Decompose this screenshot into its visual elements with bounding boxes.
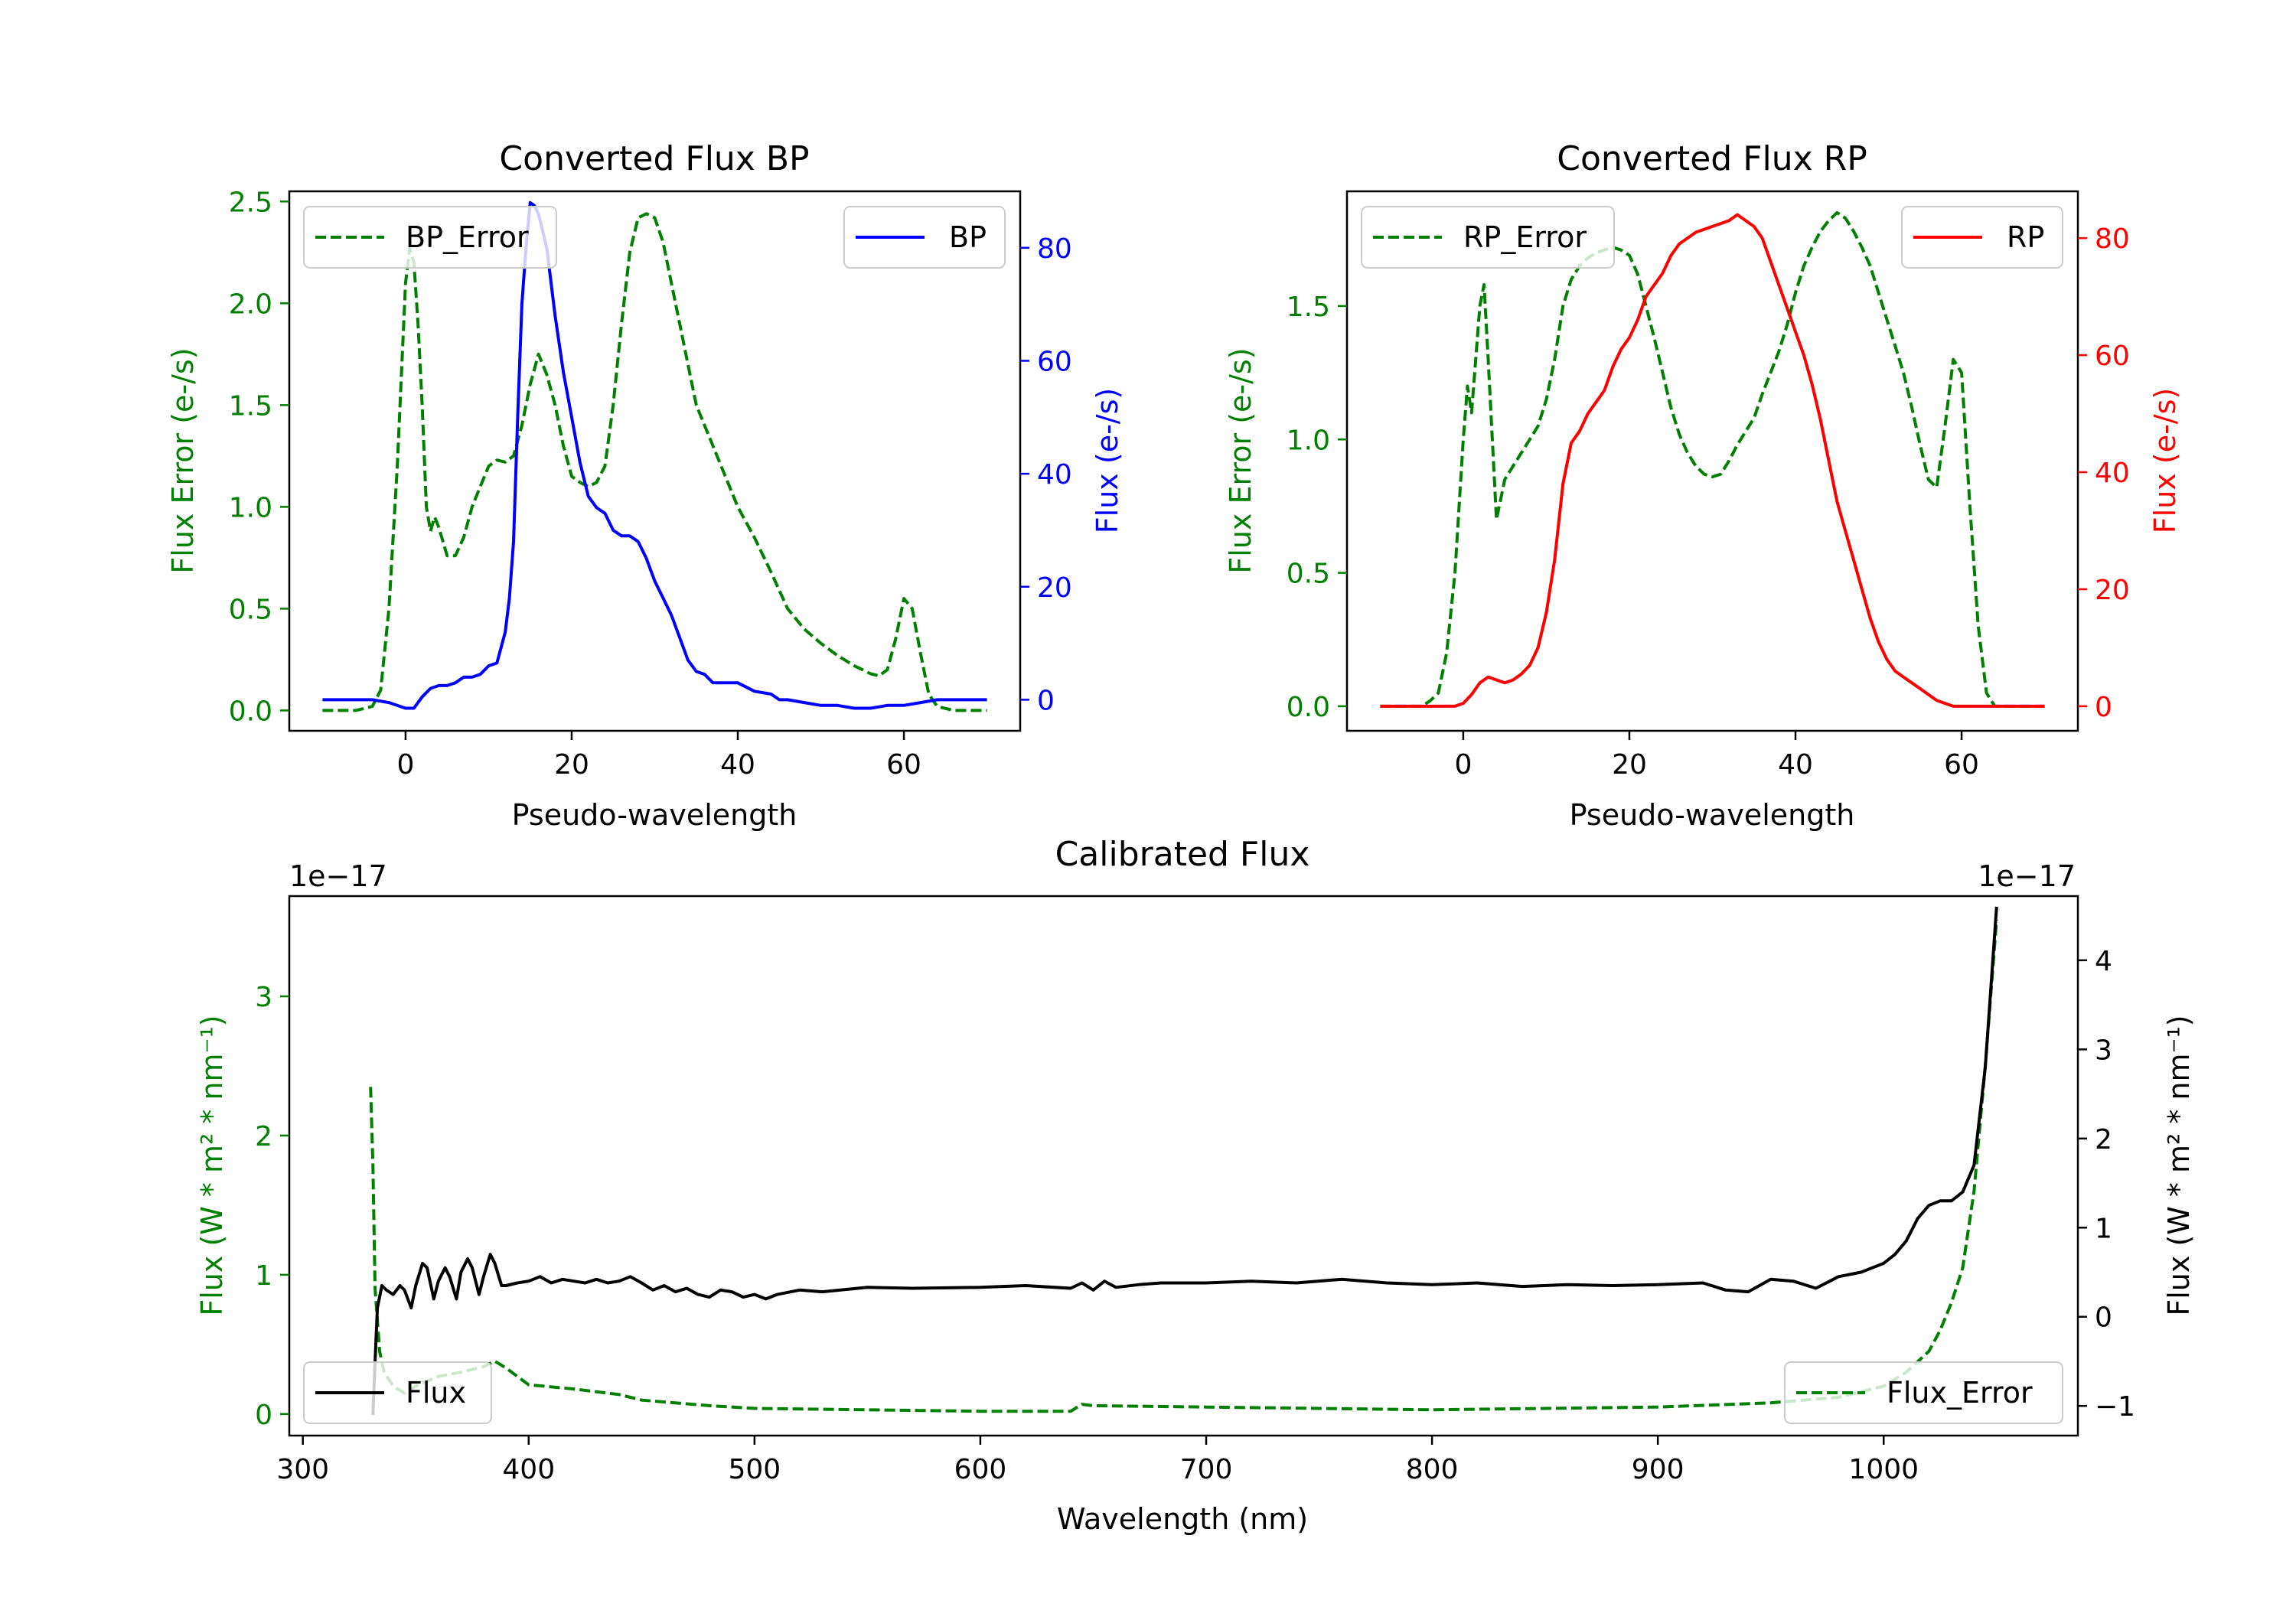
rp-axes-frame <box>1345 190 2079 732</box>
calibrated-left-y-axis-label: Flux (W * m² * nm⁻¹) <box>195 1015 229 1315</box>
bp-x-tick-label: 60 <box>886 749 921 781</box>
bp-right-y-tick-label: 20 <box>1037 572 1072 604</box>
calibrated-right-offset: 1e−17 <box>1978 859 2076 893</box>
rp-legend-flux: RP <box>1901 206 2063 269</box>
calibrated-title: Calibrated Flux <box>1055 835 1310 874</box>
rp-left-y-tick-label: 0.5 <box>1287 559 1330 590</box>
bp-left-y-tick-label: 2.5 <box>229 187 272 218</box>
calibrated-right-y-tick-label: 0 <box>2095 1302 2112 1334</box>
bp-x-tick-label: 20 <box>554 749 589 781</box>
calibrated-left-y-tick-label: 2 <box>255 1121 272 1152</box>
rp-right-y-tick-label: 0 <box>2095 692 2112 723</box>
bp-right-y-tick-label: 80 <box>1037 233 1072 265</box>
calibrated-left-y-tick-label: 3 <box>255 982 272 1013</box>
calibrated-legend-flux: Flux <box>303 1361 492 1424</box>
rp-x-tick-label: 40 <box>1778 749 1813 781</box>
bp-panel: Converted Flux BP 0 20 40 60 0.0 0.5 1.0 1.5 2.… <box>166 139 1124 832</box>
bp-left-y-tick-label: 1.0 <box>229 492 272 523</box>
bp-left-y-axis-label: Flux Error (e-/s) <box>166 347 200 573</box>
calibrated-panel: Calibrated Flux 1e−17 1e−17 300 400 500 600… <box>195 835 2196 1536</box>
bp-left-y-tick-label: 2.0 <box>229 288 272 320</box>
bp-x-axis-label: Pseudo-wavelength <box>512 798 797 832</box>
bp-right-y-axis-label: Flux (e-/s) <box>1091 388 1124 533</box>
rp-legend-error-label: RP_Error <box>1463 220 1587 254</box>
bp-series-bp <box>322 200 987 710</box>
bp-left-y-tick-label: 0.0 <box>229 696 272 727</box>
rp-panel: Converted Flux RP 0 20 40 60 0.0 0.5 1.0 1.5 0… <box>1224 139 2182 832</box>
rp-legend-error: RP_Error <box>1361 206 1615 269</box>
calibrated-right-y-tick-label: 2 <box>2095 1124 2112 1156</box>
rp-left-y-axis-label: Flux Error (e-/s) <box>1224 347 1257 573</box>
calibrated-legend-flux-box <box>303 1361 492 1424</box>
calibrated-x-axis-label: Wavelength (nm) <box>1057 1502 1308 1536</box>
rp-legend-flux-label: RP <box>2007 220 2044 254</box>
bp-right-y-tick-label: 0 <box>1037 685 1055 716</box>
bp-axes-frame <box>288 190 1022 732</box>
bp-legend-error-label: BP_Error <box>406 220 529 254</box>
calibrated-left-y-tick-label: 1 <box>255 1260 272 1292</box>
calibrated-series-flux <box>371 906 1998 1415</box>
rp-right-y-tick-label: 80 <box>2095 223 2130 255</box>
bp-series-bp-error <box>322 212 987 712</box>
bp-x-tick-label: 40 <box>720 749 755 781</box>
calibrated-left-y-tick-label: 0 <box>255 1400 272 1431</box>
calibrated-legend-flux-label: Flux <box>406 1376 466 1410</box>
rp-x-tick-label: 0 <box>1454 749 1472 781</box>
calibrated-x-tick-label: 1000 <box>1848 1454 1919 1485</box>
rp-x-tick-label: 60 <box>1944 749 1979 781</box>
calibrated-right-y-tick-label: −1 <box>2095 1391 2135 1423</box>
rp-title: Converted Flux RP <box>1557 139 1867 178</box>
rp-x-tick-label: 20 <box>1612 749 1647 781</box>
calibrated-right-y-axis-label: Flux (W * m² * nm⁻¹) <box>2162 1015 2196 1315</box>
rp-x-axis-label: Pseudo-wavelength <box>1570 798 1855 832</box>
rp-legend-error-box <box>1361 206 1615 269</box>
bp-legend-error-box <box>303 206 557 269</box>
bp-left-y-tick-label: 0.5 <box>229 594 272 625</box>
bp-legend-flux-label: BP <box>949 220 987 254</box>
rp-series-rp <box>1380 213 2045 708</box>
rp-left-y-tick-label: 1.5 <box>1287 292 1330 323</box>
calibrated-x-tick-label: 400 <box>502 1454 555 1485</box>
calibrated-axes-frame <box>288 895 2079 1437</box>
bp-left-y-tick-label: 1.5 <box>229 390 272 422</box>
rp-right-y-tick-label: 40 <box>2095 458 2130 489</box>
calibrated-left-offset: 1e−17 <box>289 859 387 893</box>
bp-legend-flux: BP <box>843 206 1006 269</box>
calibrated-legend-error-label: Flux_Error <box>1887 1376 2033 1410</box>
calibrated-legend-error: Flux_Error <box>1784 1361 2063 1424</box>
bp-right-y-tick-label: 60 <box>1037 346 1072 377</box>
calibrated-x-tick-label: 700 <box>1180 1454 1233 1485</box>
bp-right-y-tick-label: 40 <box>1037 459 1072 491</box>
rp-left-y-tick-label: 0.0 <box>1287 692 1330 723</box>
rp-right-y-axis-label: Flux (e-/s) <box>2148 388 2182 533</box>
calibrated-legend-error-box <box>1784 1361 2063 1424</box>
calibrated-right-y-tick-label: 4 <box>2095 946 2112 977</box>
calibrated-right-y-tick-label: 1 <box>2095 1213 2112 1244</box>
calibrated-x-tick-label: 800 <box>1406 1454 1459 1485</box>
bp-x-tick-label: 0 <box>396 749 414 781</box>
bp-title: Converted Flux BP <box>499 139 809 178</box>
bp-legend-error: BP_Error <box>303 206 557 269</box>
calibrated-x-tick-label: 600 <box>954 1454 1007 1485</box>
calibrated-x-tick-label: 300 <box>276 1454 329 1485</box>
rp-right-y-tick-label: 60 <box>2095 341 2130 372</box>
rp-left-y-tick-label: 1.0 <box>1287 425 1330 456</box>
rp-right-y-tick-label: 20 <box>2095 575 2130 606</box>
calibrated-x-tick-label: 900 <box>1632 1454 1684 1485</box>
calibrated-x-tick-label: 500 <box>728 1454 781 1485</box>
calibrated-right-y-tick-label: 3 <box>2095 1035 2112 1066</box>
